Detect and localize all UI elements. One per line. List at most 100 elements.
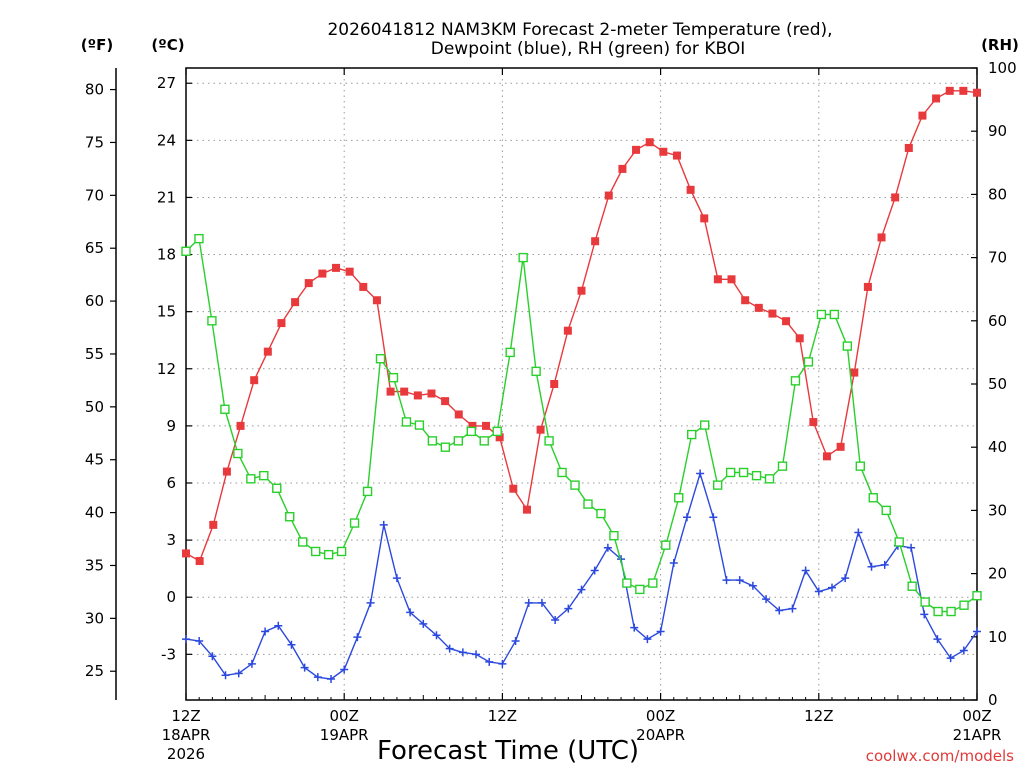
rh-point bbox=[855, 461, 865, 471]
dewpoint-point bbox=[208, 652, 217, 661]
chart-title-line-1: 2026041812 NAM3KM Forecast 2-meter Tempe… bbox=[327, 20, 832, 40]
temperature-point bbox=[645, 138, 654, 147]
relative-humidity-series bbox=[181, 233, 982, 617]
temperature-point bbox=[386, 387, 395, 396]
temperature-point bbox=[700, 214, 709, 223]
celsius-tick-label: 3 bbox=[166, 531, 176, 549]
fahrenheit-tick-label: 25 bbox=[85, 662, 104, 680]
rh-point bbox=[440, 442, 451, 452]
dewpoint-point bbox=[195, 636, 204, 645]
rh-point bbox=[272, 483, 282, 493]
dewpoint-point bbox=[340, 665, 349, 674]
dewpoint-point bbox=[524, 598, 533, 607]
time-tick-label: 12Z bbox=[804, 707, 833, 725]
2-meter-temperature-line bbox=[185, 90, 978, 563]
dewpoint-point bbox=[748, 581, 757, 590]
dewpoint-point bbox=[379, 520, 388, 529]
dewpoint-point bbox=[762, 595, 771, 604]
rh-point bbox=[466, 426, 476, 437]
dewpoint-series bbox=[182, 469, 981, 684]
dewpoint-point bbox=[366, 598, 375, 607]
rh-point bbox=[790, 376, 801, 386]
rh-point bbox=[622, 578, 632, 588]
celsius-tick-label: 9 bbox=[166, 417, 176, 435]
dewpoint-point bbox=[841, 574, 850, 583]
dewpoint-point bbox=[722, 576, 731, 585]
dewpoint-point bbox=[287, 640, 296, 649]
celsius-tick-label: 27 bbox=[157, 74, 176, 92]
rh-tick-label: 70 bbox=[988, 249, 1007, 267]
temperature-point bbox=[727, 275, 736, 284]
dewpoint-point bbox=[933, 635, 942, 644]
2-meter-temperature-series bbox=[182, 86, 981, 566]
rh-point bbox=[803, 357, 814, 367]
rh-point bbox=[427, 436, 438, 446]
dewpoint-point bbox=[498, 659, 507, 668]
rh-point bbox=[298, 537, 308, 547]
dewpoint-point bbox=[590, 566, 599, 575]
rh-axis-unit: (RH) bbox=[981, 36, 1019, 54]
fahrenheit-tick-label: 40 bbox=[85, 504, 104, 522]
temperature-point bbox=[222, 467, 231, 476]
rh-point bbox=[751, 470, 762, 481]
time-tick-date: 20APR bbox=[636, 726, 685, 744]
rh-tick-label: 30 bbox=[988, 501, 1007, 519]
temperature-point bbox=[754, 303, 763, 312]
temperature-point bbox=[659, 147, 668, 156]
rh-point bbox=[725, 467, 736, 478]
celsius-tick-label: 18 bbox=[157, 246, 176, 264]
temperature-point bbox=[468, 421, 477, 430]
rh-point bbox=[868, 493, 878, 503]
temperature-point bbox=[413, 391, 422, 400]
dewpoint-point bbox=[445, 644, 454, 653]
fahrenheit-tick-label: 75 bbox=[85, 133, 104, 151]
rh-point bbox=[505, 347, 515, 358]
temperature-point bbox=[795, 334, 804, 343]
time-tick-label: 12Z bbox=[171, 707, 200, 725]
dewpoint-point bbox=[973, 627, 981, 636]
rh-point bbox=[375, 354, 386, 364]
fahrenheit-tick-label: 55 bbox=[85, 345, 104, 363]
temperature-point bbox=[904, 143, 913, 152]
temperature-point bbox=[836, 442, 845, 451]
temperature-point bbox=[454, 410, 463, 419]
time-tick-date: 21APR bbox=[953, 726, 1002, 744]
temperature-point bbox=[918, 111, 927, 120]
dewpoint-point bbox=[234, 669, 243, 678]
rh-point bbox=[220, 404, 230, 414]
time-tick-year: 2026 bbox=[167, 745, 205, 763]
temperature-point bbox=[877, 233, 886, 242]
fahrenheit-axis-unit: (ºF) bbox=[81, 36, 113, 54]
rh-point bbox=[544, 436, 554, 446]
temperature-point bbox=[482, 421, 491, 430]
temperature-point bbox=[441, 397, 450, 406]
credit-text: coolwx.com/models bbox=[866, 747, 1014, 765]
dewpoint-point bbox=[801, 566, 810, 575]
dewpoint-point bbox=[327, 675, 336, 684]
rh-point bbox=[816, 309, 827, 320]
rh-point bbox=[777, 461, 788, 471]
fahrenheit-tick-label: 35 bbox=[85, 556, 104, 574]
dewpoint-point bbox=[630, 623, 639, 632]
rh-point bbox=[738, 467, 749, 478]
dewpoint-point bbox=[669, 558, 678, 567]
data-series bbox=[181, 86, 982, 684]
dewpoint-point bbox=[643, 635, 652, 644]
rh-point bbox=[933, 606, 943, 617]
rh-point bbox=[583, 499, 593, 509]
celsius-axis-unit: (ºC) bbox=[151, 36, 184, 54]
temperature-point bbox=[618, 164, 627, 173]
dewpoint-point bbox=[735, 576, 744, 585]
dewpoint-point bbox=[827, 583, 836, 592]
dewpoint-point bbox=[656, 627, 665, 636]
rh-point bbox=[894, 537, 904, 547]
rh-tick-label: 40 bbox=[988, 438, 1007, 456]
dewpoint-point bbox=[959, 646, 968, 655]
dewpoint-point bbox=[920, 610, 929, 619]
temperature-point bbox=[604, 191, 613, 200]
rh-point bbox=[518, 252, 528, 263]
temperature-point bbox=[932, 94, 941, 103]
time-tick-label: 12Z bbox=[488, 707, 517, 725]
rh-point bbox=[764, 474, 775, 484]
